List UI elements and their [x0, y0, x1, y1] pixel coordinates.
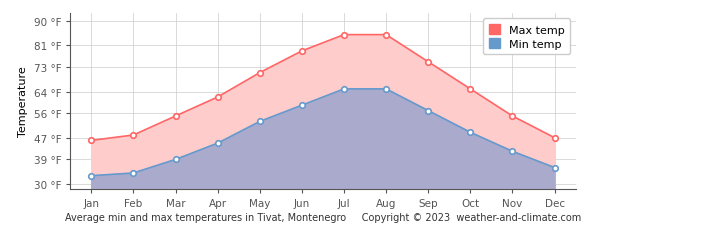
Y-axis label: Temperature: Temperature	[18, 67, 28, 137]
Legend: Max temp, Min temp: Max temp, Min temp	[483, 19, 570, 55]
Text: Average min and max temperatures in Tivat, Montenegro     Copyright © 2023  weat: Average min and max temperatures in Tiva…	[65, 212, 581, 222]
